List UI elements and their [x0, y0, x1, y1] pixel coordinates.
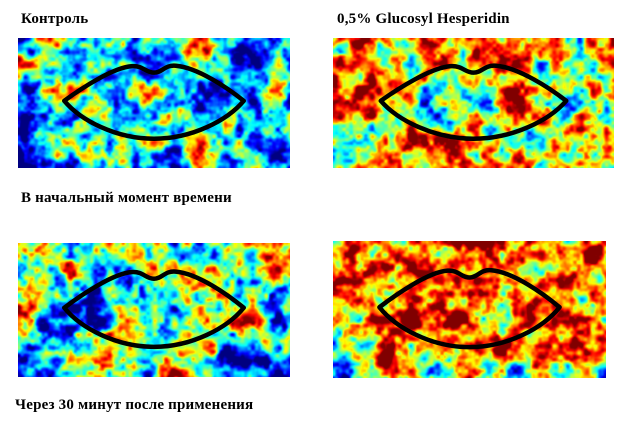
- panel-hesperidin-30min: [333, 241, 606, 378]
- panel-hesperidin-initial: [333, 38, 614, 168]
- thermogram-hesperidin-30min: [333, 241, 606, 378]
- thermogram-control-30min: [18, 243, 290, 377]
- row-label-initial-time: В начальный момент времени: [21, 190, 232, 206]
- column-label-control: Контроль: [21, 11, 89, 27]
- panel-control-initial: [18, 38, 290, 168]
- thermogram-hesperidin-initial: [333, 38, 614, 168]
- column-label-treatment: 0,5% Glucosyl Hesperidin: [337, 11, 510, 27]
- thermogram-control-initial: [18, 38, 290, 168]
- row-label-after-30min: Через 30 минут после применения: [15, 397, 254, 413]
- panel-control-30min: [18, 243, 290, 377]
